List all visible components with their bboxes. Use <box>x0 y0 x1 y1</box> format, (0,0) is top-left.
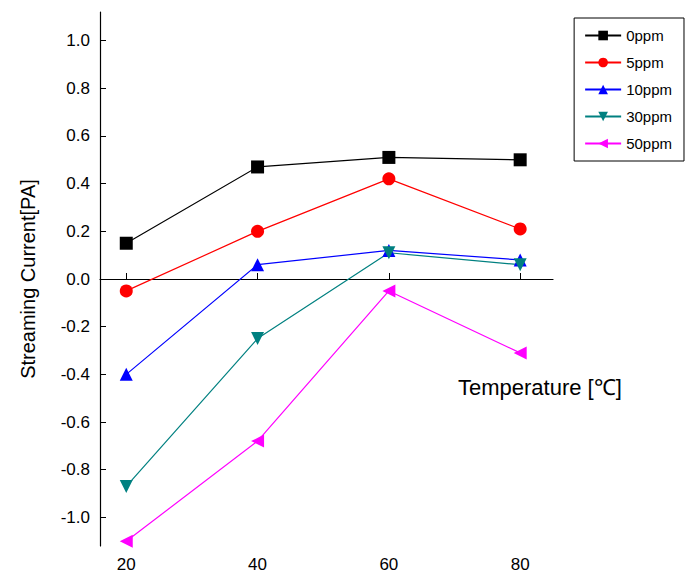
svg-text:-0.6: -0.6 <box>61 413 90 432</box>
svg-text:10ppm: 10ppm <box>626 81 672 98</box>
svg-text:80: 80 <box>511 555 530 573</box>
svg-text:0.6: 0.6 <box>66 126 90 145</box>
svg-text:20: 20 <box>117 555 136 573</box>
svg-text:60: 60 <box>379 555 398 573</box>
svg-text:-0.4: -0.4 <box>61 365 90 384</box>
svg-text:0.0: 0.0 <box>66 270 90 289</box>
svg-text:1.0: 1.0 <box>66 31 90 50</box>
svg-text:Temperature [℃]: Temperature [℃] <box>458 375 622 400</box>
svg-text:-0.8: -0.8 <box>61 460 90 479</box>
svg-text:50ppm: 50ppm <box>626 135 672 152</box>
svg-text:0ppm: 0ppm <box>626 27 664 44</box>
svg-text:0.8: 0.8 <box>66 79 90 98</box>
svg-text:0.4: 0.4 <box>66 174 90 193</box>
svg-text:30ppm: 30ppm <box>626 108 672 125</box>
svg-text:-0.2: -0.2 <box>61 317 90 336</box>
svg-text:Streaming Current[PA]: Streaming Current[PA] <box>17 179 39 379</box>
svg-text:40: 40 <box>248 555 267 573</box>
svg-text:5ppm: 5ppm <box>626 54 664 71</box>
svg-text:-1.0: -1.0 <box>61 508 90 527</box>
svg-text:0.2: 0.2 <box>66 222 90 241</box>
